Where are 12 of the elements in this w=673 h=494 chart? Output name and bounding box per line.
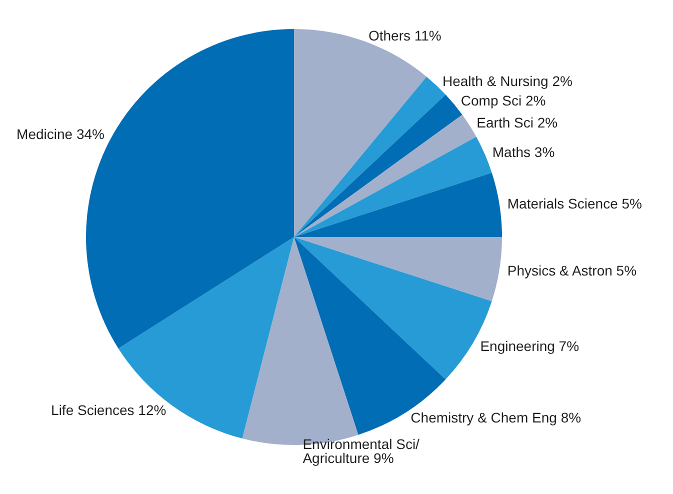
slice-label: Health & Nursing 2%	[442, 73, 572, 89]
slice-label: Maths 3%	[492, 144, 555, 160]
slice-label: Medicine 34%	[16, 126, 104, 142]
slice-label: Earth Sci 2%	[476, 114, 558, 130]
slice-label: Chemistry & Chem Eng 8%	[410, 410, 582, 426]
slice-label: Life Sciences 12%	[51, 402, 166, 418]
slice-label: Materials Science 5%	[507, 196, 642, 212]
slice-label: Others 11%	[368, 28, 442, 44]
slice-label: Engineering 7%	[480, 338, 580, 354]
slice-label: Physics & Astron 5%	[507, 262, 637, 278]
slice-label: Comp Sci 2%	[460, 92, 546, 109]
slice-label: Environmental Sci/ Agriculture 9%	[302, 436, 420, 466]
